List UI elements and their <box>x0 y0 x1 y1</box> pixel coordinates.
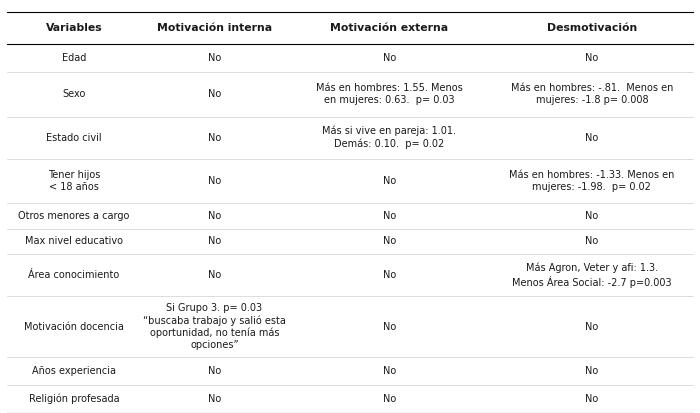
Text: Edad: Edad <box>62 53 86 63</box>
Text: No: No <box>383 211 396 221</box>
Text: No: No <box>208 133 221 142</box>
Text: Más si vive en pareja: 1.01.
Demás: 0.10.  p= 0.02: Más si vive en pareja: 1.01. Demás: 0.10… <box>323 126 456 149</box>
Text: No: No <box>585 133 598 142</box>
Text: Más en hombres: -1.33. Menos en
mujeres: -1.98.  p= 0.02: Más en hombres: -1.33. Menos en mujeres:… <box>509 170 675 192</box>
Text: Motivación docencia: Motivación docencia <box>24 322 124 332</box>
Text: No: No <box>383 394 396 404</box>
Text: Motivación interna: Motivación interna <box>157 23 272 33</box>
Text: No: No <box>585 366 598 376</box>
Text: Religión profesada: Religión profesada <box>29 394 119 404</box>
Text: Max nivel educativo: Max nivel educativo <box>25 236 123 247</box>
Text: Más en hombres: -.81.  Menos en
mujeres: -1.8 p= 0.008: Más en hombres: -.81. Menos en mujeres: … <box>510 83 673 105</box>
Text: Tener hijos
< 18 años: Tener hijos < 18 años <box>48 170 100 192</box>
Text: Más en hombres: 1.55. Menos
en mujeres: 0.63.  p= 0.03: Más en hombres: 1.55. Menos en mujeres: … <box>316 83 463 105</box>
Text: Si Grupo 3. p= 0.03
“buscaba trabajo y salió esta
oportunidad, no tenía más
opci: Si Grupo 3. p= 0.03 “buscaba trabajo y s… <box>143 303 286 350</box>
Text: No: No <box>208 366 221 376</box>
Text: Más Agron, Veter y afi: 1.3.
Menos Área Social: -2.7 p=0.003: Más Agron, Veter y afi: 1.3. Menos Área … <box>512 263 671 288</box>
Text: No: No <box>208 53 221 63</box>
Text: No: No <box>383 322 396 332</box>
Text: No: No <box>585 53 598 63</box>
Text: No: No <box>383 366 396 376</box>
Text: No: No <box>383 176 396 186</box>
Text: No: No <box>383 53 396 63</box>
Text: No: No <box>208 211 221 221</box>
Text: Años experiencia: Años experiencia <box>32 366 116 376</box>
Text: No: No <box>208 270 221 280</box>
Text: Área conocimiento: Área conocimiento <box>28 270 120 280</box>
Text: Desmotivación: Desmotivación <box>547 23 637 33</box>
Text: No: No <box>585 236 598 247</box>
Text: No: No <box>585 211 598 221</box>
Text: Motivación externa: Motivación externa <box>330 23 449 33</box>
Text: Otros menores a cargo: Otros menores a cargo <box>18 211 130 221</box>
Text: Estado civil: Estado civil <box>46 133 102 142</box>
Text: No: No <box>585 322 598 332</box>
Text: No: No <box>208 394 221 404</box>
Text: No: No <box>208 176 221 186</box>
Text: No: No <box>383 236 396 247</box>
Text: No: No <box>383 270 396 280</box>
Text: No: No <box>585 394 598 404</box>
Text: Variables: Variables <box>46 23 102 33</box>
Text: Sexo: Sexo <box>62 89 85 100</box>
Text: No: No <box>208 89 221 100</box>
Text: No: No <box>208 236 221 247</box>
